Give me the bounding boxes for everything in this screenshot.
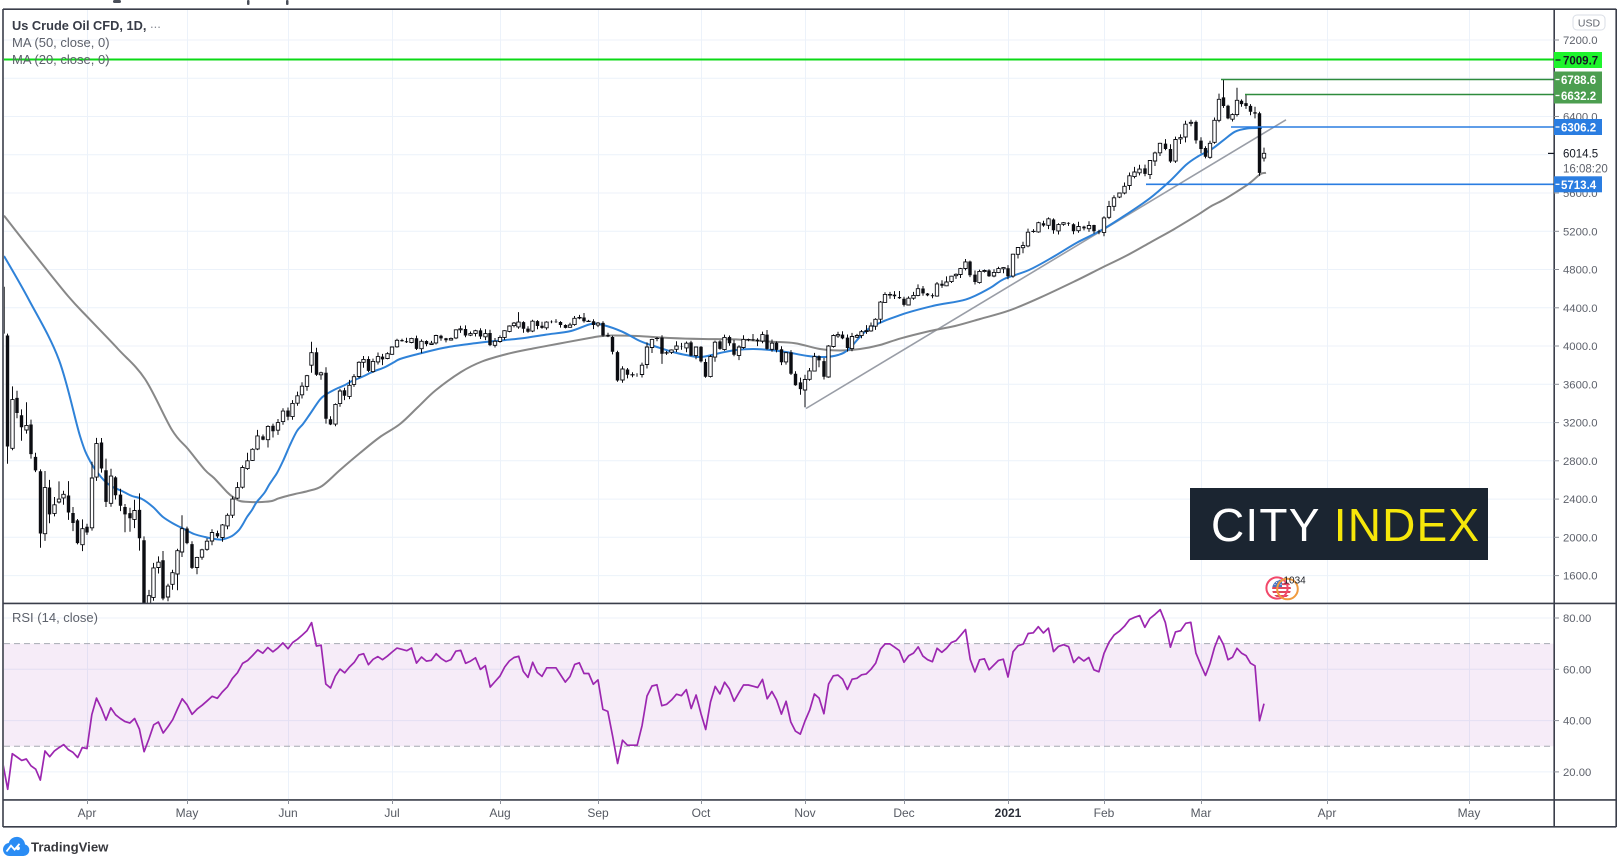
svg-text:2000.0: 2000.0 <box>1563 532 1598 544</box>
svg-text:4400.0: 4400.0 <box>1563 303 1598 315</box>
svg-text:2021: 2021 <box>995 806 1022 820</box>
svg-text:5200.0: 5200.0 <box>1563 226 1598 238</box>
svg-text:1034: 1034 <box>1284 576 1307 587</box>
svg-text:Feb: Feb <box>1094 806 1115 820</box>
svg-text:7009.7: 7009.7 <box>1563 56 1598 68</box>
svg-text:Mar: Mar <box>1191 806 1212 820</box>
svg-text:Us Crude Oil CFD, 1D,: Us Crude Oil CFD, 1D, <box>12 18 146 33</box>
svg-text:Apr: Apr <box>78 806 97 820</box>
svg-text:6632.2: 6632.2 <box>1561 91 1596 103</box>
svg-text:2400.0: 2400.0 <box>1563 494 1598 506</box>
svg-text:40.00: 40.00 <box>1563 716 1591 728</box>
svg-text:6788.6: 6788.6 <box>1561 75 1596 87</box>
svg-text:Jul: Jul <box>384 806 399 820</box>
svg-text:3200.0: 3200.0 <box>1563 418 1598 430</box>
svg-text:20.00: 20.00 <box>1563 767 1591 779</box>
svg-text:USD: USD <box>1578 18 1601 30</box>
svg-text:...: ... <box>150 16 161 31</box>
svg-text:Aug: Aug <box>489 806 510 820</box>
svg-text:TradingView: TradingView <box>31 840 109 855</box>
svg-text:Nov: Nov <box>794 806 815 820</box>
svg-text:80.00: 80.00 <box>1563 613 1591 625</box>
svg-text:2800.0: 2800.0 <box>1563 456 1598 468</box>
svg-text:Oct: Oct <box>692 806 711 820</box>
svg-text:5713.4: 5713.4 <box>1561 180 1597 192</box>
svg-text:Apr: Apr <box>1318 806 1337 820</box>
svg-text:4000.0: 4000.0 <box>1563 341 1598 353</box>
svg-text:60.00: 60.00 <box>1563 664 1591 676</box>
svg-text:7200.0: 7200.0 <box>1563 35 1598 47</box>
svg-text:MA (20, close, 0): MA (20, close, 0) <box>12 52 110 67</box>
svg-text:Jun: Jun <box>278 806 297 820</box>
svg-text:MA (50, close, 0): MA (50, close, 0) <box>12 35 110 50</box>
svg-text:May: May <box>1458 806 1481 820</box>
svg-text:6306.2: 6306.2 <box>1561 123 1596 135</box>
svg-text:4800.0: 4800.0 <box>1563 265 1598 277</box>
svg-text:16:08:20: 16:08:20 <box>1563 163 1608 175</box>
svg-text:RSI (14, close): RSI (14, close) <box>12 610 98 625</box>
svg-text:Sep: Sep <box>587 806 609 820</box>
svg-text:May: May <box>176 806 199 820</box>
svg-text:CITY INDEX: CITY INDEX <box>1211 499 1480 551</box>
svg-text:6014.5: 6014.5 <box>1563 148 1598 160</box>
svg-text:3600.0: 3600.0 <box>1563 379 1598 391</box>
svg-text:1600.0: 1600.0 <box>1563 571 1598 583</box>
svg-text:Dec: Dec <box>893 806 914 820</box>
